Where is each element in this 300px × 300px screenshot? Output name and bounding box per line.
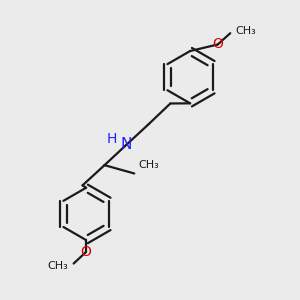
Text: CH₃: CH₃ [139, 160, 160, 170]
Text: H: H [107, 132, 117, 146]
Text: O: O [212, 38, 223, 52]
Text: O: O [81, 245, 92, 259]
Text: CH₃: CH₃ [47, 261, 68, 271]
Text: N: N [121, 137, 132, 152]
Text: CH₃: CH₃ [236, 26, 256, 36]
